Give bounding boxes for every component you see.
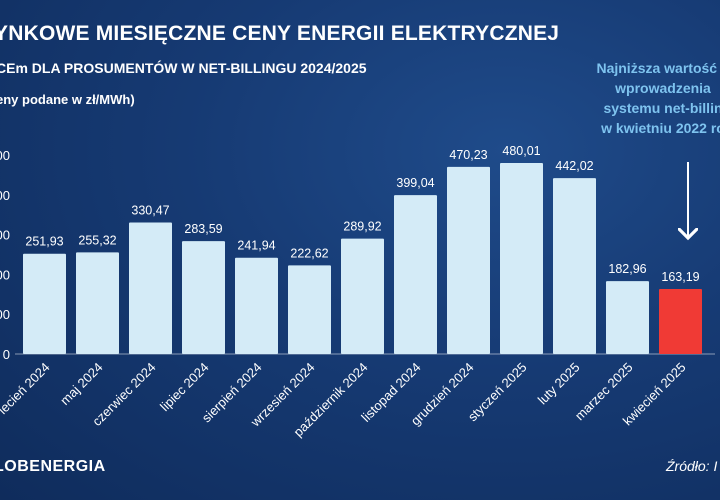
bar [76, 252, 119, 354]
bars: 251,93 255,32 330,47 283,59 241,94 222,62 289,… [23, 144, 702, 354]
bar [182, 241, 225, 354]
bar-value-label: 182,96 [608, 262, 646, 276]
bar-value-label: 289,92 [343, 220, 381, 234]
bar [129, 222, 172, 354]
bar [341, 238, 384, 354]
bar [606, 281, 649, 354]
bar-value-label: 251,93 [25, 235, 63, 249]
brand-logo-text: LOBENERGIA [0, 458, 106, 475]
bar [288, 265, 331, 354]
y-tick-label: 00 [0, 228, 10, 243]
bar-value-label: 283,59 [184, 222, 222, 236]
bar [394, 195, 437, 354]
bar-value-label: 480,01 [502, 144, 540, 158]
chart-subtitle: CEm DLA PROSUMENTÓW W NET-BILLINGU 2024/… [0, 60, 367, 76]
y-tick-label: 00 [0, 267, 10, 282]
bar-value-label: 399,04 [396, 176, 434, 190]
bar [500, 162, 543, 354]
x-tick-label: maj 2024 [57, 360, 105, 408]
annotation-line: systemu net-billin [603, 100, 720, 116]
annotation-line: wprowadzenia [615, 80, 711, 96]
y-tick-label: 00 [0, 148, 10, 163]
bar-value-label: 222,62 [290, 246, 328, 260]
bar [447, 166, 490, 354]
bar-value-label: 241,94 [237, 239, 275, 253]
chart-title: YNKOWE MIESIĘCZNE CENY ENERGII ELEKTRYCZ… [0, 22, 560, 45]
bar-value-label: 330,47 [131, 203, 169, 217]
unit-note: eny podane w zł/MWh) [0, 92, 135, 107]
y-tick-label: 00 [0, 307, 10, 322]
bar-value-label: 442,02 [555, 159, 593, 173]
bar-value-label: 470,23 [449, 148, 487, 162]
bar-value-label: 255,32 [78, 233, 116, 247]
annotation-line: Najniższa wartość o [596, 60, 720, 76]
annotation-line: w kwietniu 2022 ro [601, 120, 720, 136]
lowest-value-annotation: Najniższa wartość o wprowadzenia systemu… [568, 58, 720, 138]
x-tick-label: lipiec 2024 [157, 360, 212, 415]
x-tick-label: luty 2025 [535, 360, 583, 408]
source-note: Źródło: I [666, 458, 718, 474]
x-tick-label: iecień 2024 [0, 360, 53, 418]
bar-value-label: 163,19 [661, 270, 699, 284]
y-tick-label: 00 [0, 188, 10, 203]
bar [659, 289, 702, 354]
bar [553, 178, 596, 354]
bar [235, 257, 278, 354]
bar [23, 253, 66, 354]
y-axis: 00000000000 [0, 148, 10, 362]
y-tick-label: 0 [3, 347, 10, 362]
